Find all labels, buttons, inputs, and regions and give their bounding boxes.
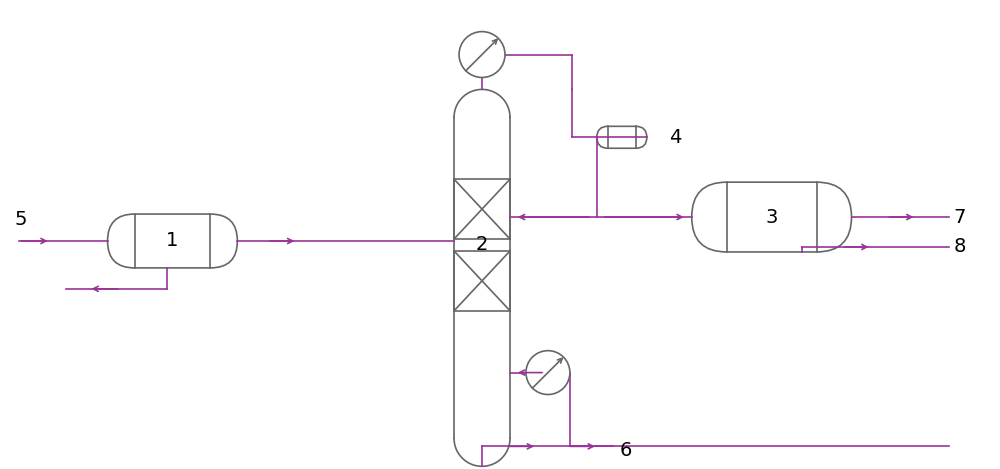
Text: 1: 1 [166,232,179,250]
Text: 4: 4 [669,128,681,147]
FancyBboxPatch shape [692,182,852,252]
Text: 8: 8 [953,237,966,257]
Text: 6: 6 [620,441,632,460]
Text: 3: 3 [765,208,778,227]
FancyBboxPatch shape [597,126,647,148]
Text: 5: 5 [14,210,27,228]
Circle shape [526,351,570,394]
Text: 2: 2 [476,235,488,255]
FancyBboxPatch shape [108,214,237,268]
Circle shape [459,31,505,77]
Text: 7: 7 [953,208,966,227]
